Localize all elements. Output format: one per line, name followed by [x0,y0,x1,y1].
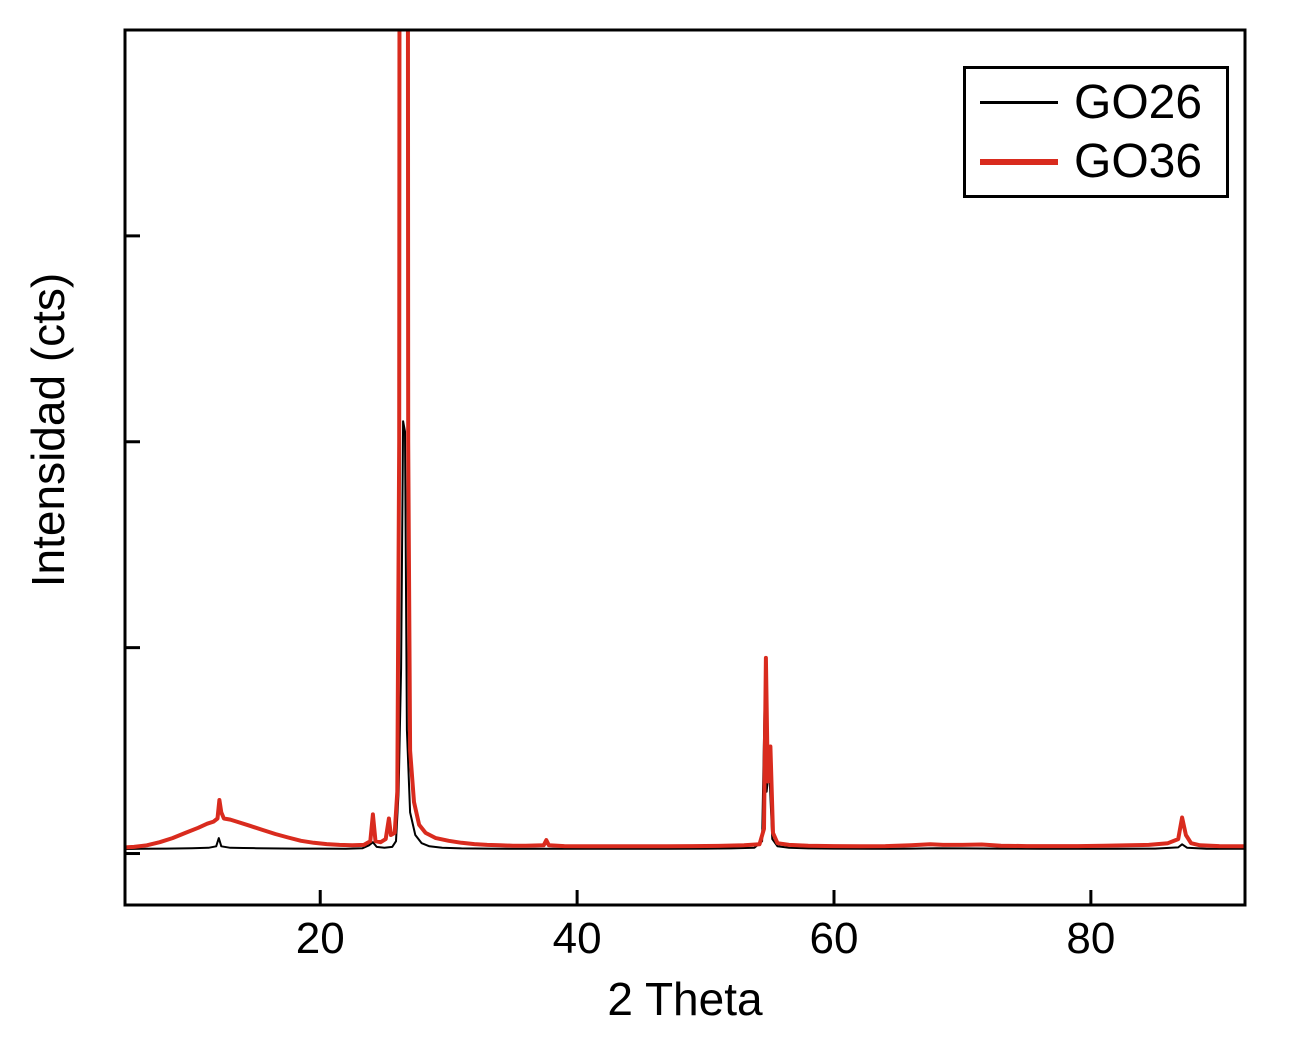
svg-text:60: 60 [810,914,859,963]
legend-line-swatch-go36 [980,158,1058,165]
legend-label-go26: GO26 [1074,76,1203,129]
y-axis-title: Intensidad (cts) [22,272,74,588]
legend: GO26 GO36 [963,66,1229,199]
legend-line-swatch-go26 [980,101,1058,105]
legend-item: GO36 [980,134,1212,189]
x-axis-title: 2 Theta [607,973,763,1025]
svg-text:80: 80 [1066,914,1115,963]
legend-item: GO26 [980,75,1212,130]
svg-text:20: 20 [296,914,345,963]
svg-text:40: 40 [553,914,602,963]
legend-label-go36: GO36 [1074,135,1203,189]
